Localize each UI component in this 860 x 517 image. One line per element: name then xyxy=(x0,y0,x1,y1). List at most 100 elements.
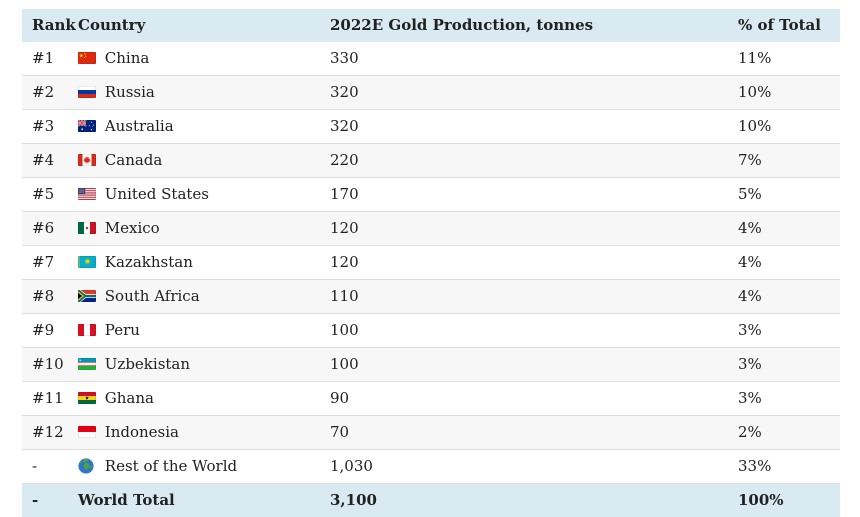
globe-icon xyxy=(78,458,94,474)
country-label: Mexico xyxy=(104,219,160,237)
rank-cell: #10 xyxy=(22,347,77,382)
rank-cell: #11 xyxy=(32,389,64,407)
production-cell: 220 xyxy=(320,143,728,178)
production-cell: 1,030 xyxy=(330,457,373,475)
flag-canada-icon xyxy=(78,154,96,166)
rank-cell: #3 xyxy=(32,117,55,135)
flag-uzbekistan-icon xyxy=(78,358,96,370)
country-cell: South Africa xyxy=(77,279,320,314)
table-row-world-total: - World Total 3,100 100% xyxy=(22,483,840,517)
table-row: #4 Canada 220 7% xyxy=(22,143,840,178)
percent-cell: 100% xyxy=(728,483,840,517)
percent-cell: 10% xyxy=(738,117,772,135)
percent-cell: 7% xyxy=(728,143,840,178)
rank-cell: - xyxy=(22,483,77,517)
production-cell: 100 xyxy=(330,321,359,339)
production-cell: 170 xyxy=(330,185,359,203)
flag-united-states-icon xyxy=(78,188,96,200)
country-cell: China xyxy=(77,42,320,76)
percent-cell: 3% xyxy=(738,389,762,407)
production-cell: 3,100 xyxy=(320,483,728,517)
flag-south-africa-icon xyxy=(78,290,96,302)
table-row: #3 Australia 320 10% xyxy=(22,109,840,144)
production-cell: 120 xyxy=(330,253,359,271)
percent-cell: 5% xyxy=(738,185,762,203)
country-cell: Mexico xyxy=(77,211,320,246)
table-header-row: Rank Country 2022E Gold Production, tonn… xyxy=(22,9,840,42)
percent-cell: 33% xyxy=(738,457,772,475)
country-label: China xyxy=(104,49,150,67)
country-cell: Rest of the World xyxy=(77,450,320,484)
rank-cell: #8 xyxy=(22,279,77,314)
country-label: Uzbekistan xyxy=(104,355,191,373)
table-row: #12 Indonesia 70 2% xyxy=(22,415,840,450)
country-cell: Canada xyxy=(77,143,320,178)
production-cell: 70 xyxy=(320,415,728,450)
production-cell: 110 xyxy=(320,279,728,314)
table-row: #10 Uzbekistan 100 3% xyxy=(22,347,840,382)
production-cell: 120 xyxy=(320,211,728,246)
rank-cell: #4 xyxy=(22,143,77,178)
percent-cell: 10% xyxy=(728,75,840,110)
production-cell: 330 xyxy=(330,49,359,67)
country-cell: Russia xyxy=(77,75,320,110)
country-label: Canada xyxy=(104,151,163,169)
flag-mexico-icon xyxy=(78,222,96,234)
table-row: - Rest of the World 1,030 33% xyxy=(22,449,840,484)
production-cell: 320 xyxy=(330,117,359,135)
rank-cell: #6 xyxy=(22,211,77,246)
rank-cell: #9 xyxy=(32,321,55,339)
country-label: Rest of the World xyxy=(104,457,238,475)
country-cell: Peru xyxy=(77,314,320,348)
table-row: #8 South Africa 110 4% xyxy=(22,279,840,314)
country-cell: Ghana xyxy=(77,382,320,416)
rank-cell: #7 xyxy=(32,253,55,271)
table-row: #2 Russia 320 10% xyxy=(22,75,840,110)
percent-cell: 4% xyxy=(728,279,840,314)
percent-cell: 3% xyxy=(728,347,840,382)
flag-kazakhstan-icon xyxy=(78,256,96,268)
country-label: Indonesia xyxy=(104,423,179,441)
flag-china-icon xyxy=(78,52,96,64)
country-label: Ghana xyxy=(104,389,154,407)
country-cell: Australia xyxy=(77,110,320,144)
flag-ghana-icon xyxy=(78,392,96,404)
table-row: #11 Ghana 90 3% xyxy=(22,381,840,416)
rank-cell: - xyxy=(32,457,38,475)
column-header-rank: Rank xyxy=(22,9,77,42)
table-row: #1 China 330 11% xyxy=(22,42,840,76)
country-label: Peru xyxy=(104,321,140,339)
table-row: #7 Kazakhstan 120 4% xyxy=(22,245,840,280)
column-header-production: 2022E Gold Production, tonnes xyxy=(320,9,728,42)
flag-russia-icon xyxy=(78,86,96,98)
country-cell: Kazakhstan xyxy=(77,246,320,280)
country-label: Kazakhstan xyxy=(104,253,193,271)
flag-peru-icon xyxy=(78,324,96,336)
percent-cell: 3% xyxy=(738,321,762,339)
country-label: United States xyxy=(104,185,210,203)
column-header-country: Country xyxy=(77,9,320,42)
column-header-percent: % of Total xyxy=(728,9,840,42)
rank-cell: #1 xyxy=(32,49,55,67)
percent-cell: 11% xyxy=(738,49,772,67)
country-cell: World Total xyxy=(77,483,320,517)
rank-cell: #12 xyxy=(22,415,77,450)
country-cell: Uzbekistan xyxy=(77,347,320,382)
rank-cell: #5 xyxy=(32,185,55,203)
gold-production-table: Rank Country 2022E Gold Production, tonn… xyxy=(22,9,840,517)
country-cell: Indonesia xyxy=(77,415,320,450)
rank-cell: #2 xyxy=(22,75,77,110)
percent-cell: 4% xyxy=(728,211,840,246)
country-cell: United States xyxy=(77,178,320,212)
flag-australia-icon xyxy=(78,120,96,132)
percent-cell: 2% xyxy=(728,415,840,450)
table-row: #6 Mexico 120 4% xyxy=(22,211,840,246)
table-row: #9 Peru 100 3% xyxy=(22,313,840,348)
table-row: #5 United States 170 5% xyxy=(22,177,840,212)
production-cell: 320 xyxy=(320,75,728,110)
flag-indonesia-icon xyxy=(78,426,96,438)
production-cell: 100 xyxy=(320,347,728,382)
production-cell: 90 xyxy=(330,389,350,407)
country-label: Australia xyxy=(104,117,174,135)
country-label: Russia xyxy=(104,83,155,101)
